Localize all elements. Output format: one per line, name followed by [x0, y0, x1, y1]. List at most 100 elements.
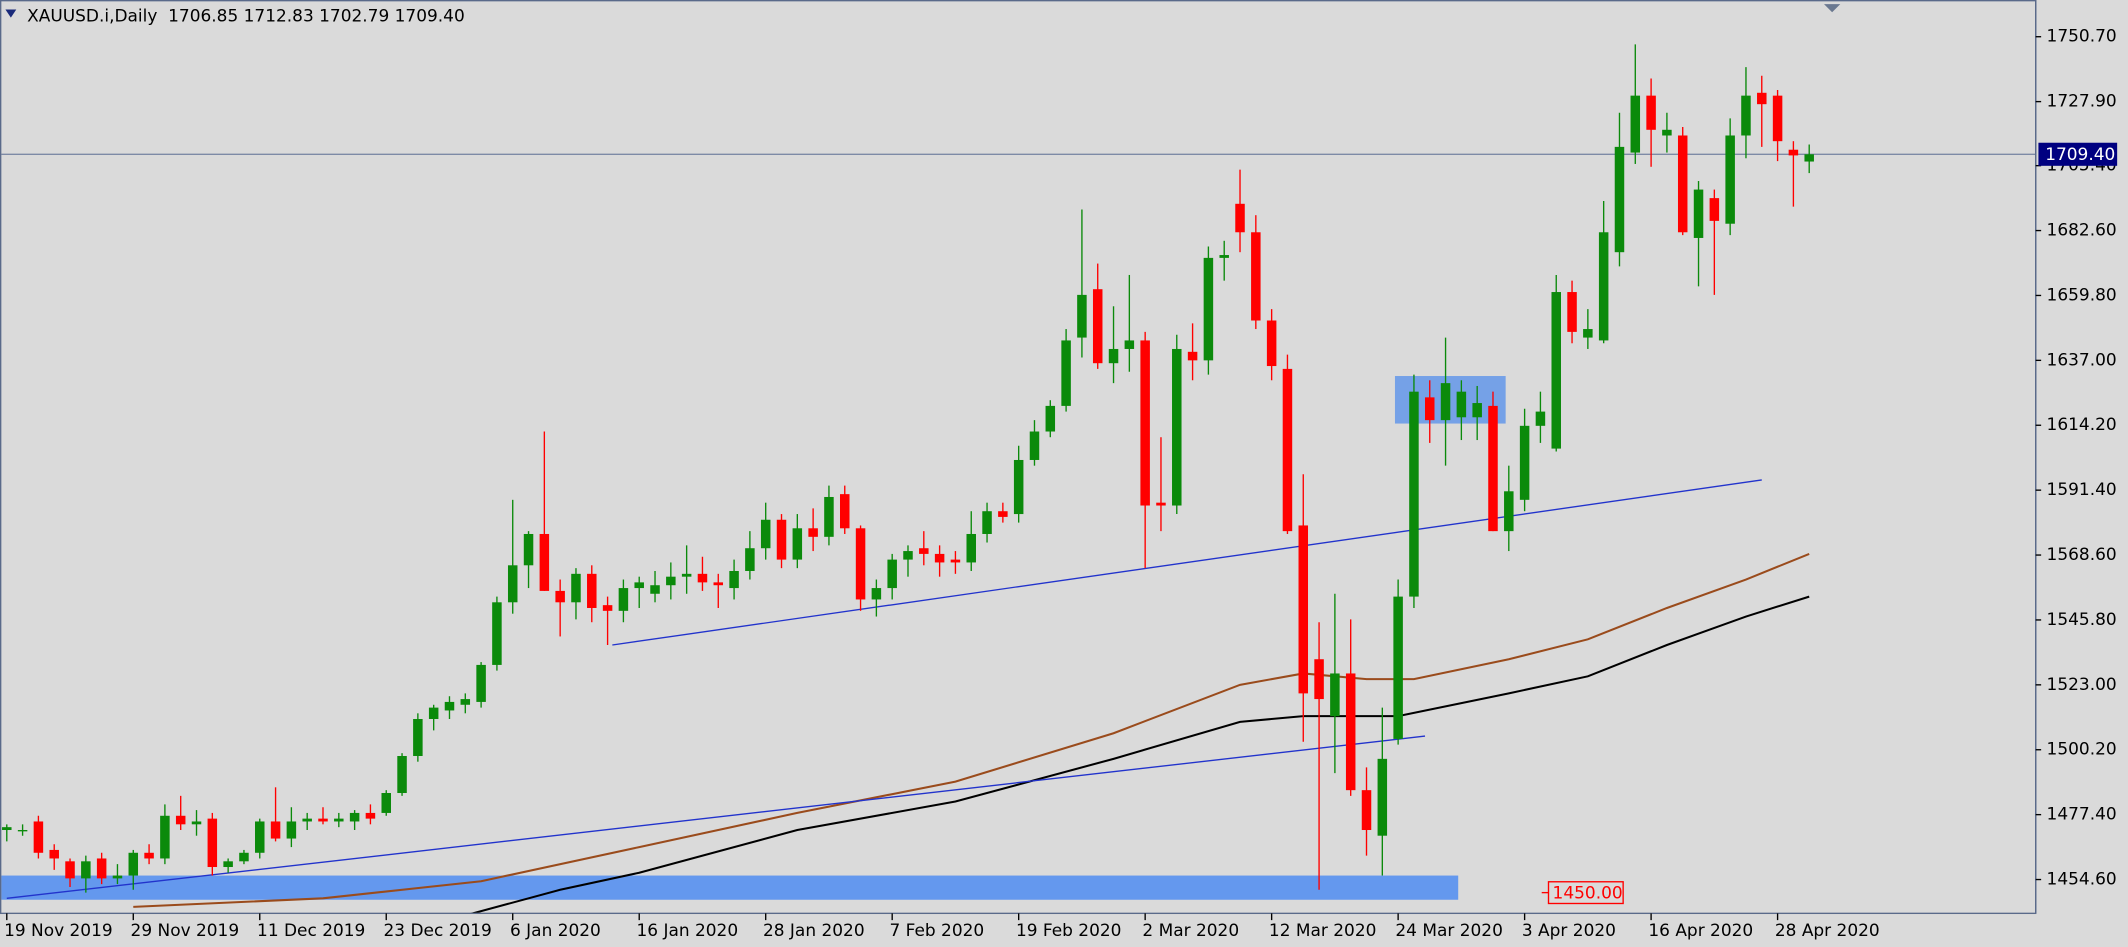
candle-body — [191, 821, 202, 825]
candle-body — [1709, 198, 1720, 221]
candle-body — [1757, 92, 1767, 105]
level-label: 1450.00 — [1553, 882, 1623, 902]
candle-body — [1804, 154, 1814, 162]
candle-body — [1108, 348, 1119, 364]
candle-body — [776, 519, 787, 560]
candle-body — [1124, 340, 1135, 349]
x-tick-label: 28 Jan 2020 — [763, 920, 865, 940]
candle-body — [1567, 292, 1577, 332]
candle-body — [1598, 232, 1609, 341]
candle-body — [49, 849, 59, 859]
x-tick-label: 12 Mar 2020 — [1269, 920, 1376, 940]
trendline — [6, 735, 1426, 899]
y-tick-label: 1568.60 — [2047, 544, 2117, 564]
candle-body — [65, 861, 75, 879]
candle-body — [919, 548, 929, 554]
candle-body — [349, 812, 360, 822]
candle-body — [1662, 129, 1672, 136]
collapse-arrow[interactable] — [5, 9, 17, 18]
candle-body — [666, 576, 676, 586]
y-tick-label: 1659.80 — [2047, 284, 2117, 304]
candle-body — [413, 719, 423, 757]
candle-body — [81, 861, 91, 879]
candle-body — [1646, 95, 1656, 130]
candle-body — [998, 511, 1008, 517]
candle-body — [571, 573, 581, 603]
candle-body — [1393, 596, 1403, 739]
candle-body — [381, 793, 391, 813]
candle-body — [112, 875, 123, 879]
candle-body — [175, 815, 186, 825]
candle-body — [1614, 146, 1625, 253]
candle-body — [33, 821, 44, 853]
x-tick-label: 2 Mar 2020 — [1142, 920, 1239, 940]
y-tick-label: 1614.20 — [2047, 414, 2117, 434]
candle-body — [96, 858, 107, 879]
candle-body — [1156, 502, 1166, 506]
x-tick-label: 16 Jan 2020 — [637, 920, 739, 940]
candle-body — [1187, 351, 1198, 361]
candle-body — [697, 573, 708, 583]
candle-body — [1772, 95, 1783, 142]
candle-body — [1203, 257, 1214, 361]
candle-body — [223, 861, 233, 868]
candle-body — [555, 590, 565, 603]
trendline — [612, 479, 1762, 646]
candle-body — [1361, 790, 1372, 831]
candle-body — [444, 701, 455, 711]
candle-body — [1551, 292, 1561, 449]
level-box — [1547, 881, 1624, 905]
candle-body — [365, 812, 376, 819]
candle-body — [1235, 203, 1245, 233]
chart-info: XAUUSD.i,Daily 1706.85 1712.83 1702.79 1… — [27, 5, 465, 25]
candle-body — [1077, 294, 1087, 338]
candle-body — [128, 852, 139, 876]
candle-body — [950, 559, 961, 563]
x-tick-label: 29 Nov 2019 — [131, 920, 240, 940]
candle-body — [17, 830, 28, 832]
candle-body — [966, 533, 976, 563]
candle-body — [144, 852, 154, 859]
candle-body — [729, 570, 739, 589]
candle-body — [1219, 255, 1229, 258]
candle-body — [1472, 403, 1482, 418]
candle-body — [855, 528, 866, 600]
y-tick-label: 1454.60 — [2047, 869, 2117, 889]
candle-body — [1298, 525, 1309, 694]
candle-body — [397, 756, 407, 794]
moving-average — [133, 552, 1810, 908]
candle-body — [792, 528, 803, 560]
y-tick-label: 1727.90 — [2047, 91, 2117, 111]
candle-body — [934, 553, 945, 563]
candle-body — [1488, 405, 1498, 532]
x-tick-label: 6 Jan 2020 — [510, 920, 601, 940]
candle-body — [507, 565, 518, 603]
x-tick-label: 11 Dec 2019 — [257, 920, 365, 940]
candle-body — [255, 821, 265, 853]
price-tag — [2038, 142, 2118, 166]
candle-body — [1677, 135, 1688, 233]
candle-body — [1440, 383, 1451, 421]
candle-body — [887, 559, 897, 589]
candle-body — [1172, 348, 1182, 506]
x-tick-label: 19 Feb 2020 — [1016, 920, 1122, 940]
candle-body — [1314, 659, 1324, 700]
y-tick-label: 1750.70 — [2047, 26, 2117, 46]
candle-body — [602, 605, 613, 611]
candle-body — [523, 533, 534, 566]
candle-body — [207, 818, 218, 868]
candle-body — [713, 582, 724, 586]
candle-body — [1741, 95, 1751, 136]
x-tick-label: 3 Apr 2020 — [1522, 920, 1616, 940]
candle-body — [1693, 189, 1704, 238]
y-tick-label: 1591.40 — [2047, 479, 2117, 499]
candle-body — [1345, 673, 1356, 791]
x-tick-label: 28 Apr 2020 — [1775, 920, 1880, 940]
candle-body — [982, 511, 992, 534]
y-tick-label: 1637.00 — [2047, 349, 2117, 369]
candle-body — [1251, 232, 1261, 321]
candle-body — [476, 664, 486, 702]
candle-body — [634, 582, 644, 589]
x-tick-label: 16 Apr 2020 — [1648, 920, 1753, 940]
